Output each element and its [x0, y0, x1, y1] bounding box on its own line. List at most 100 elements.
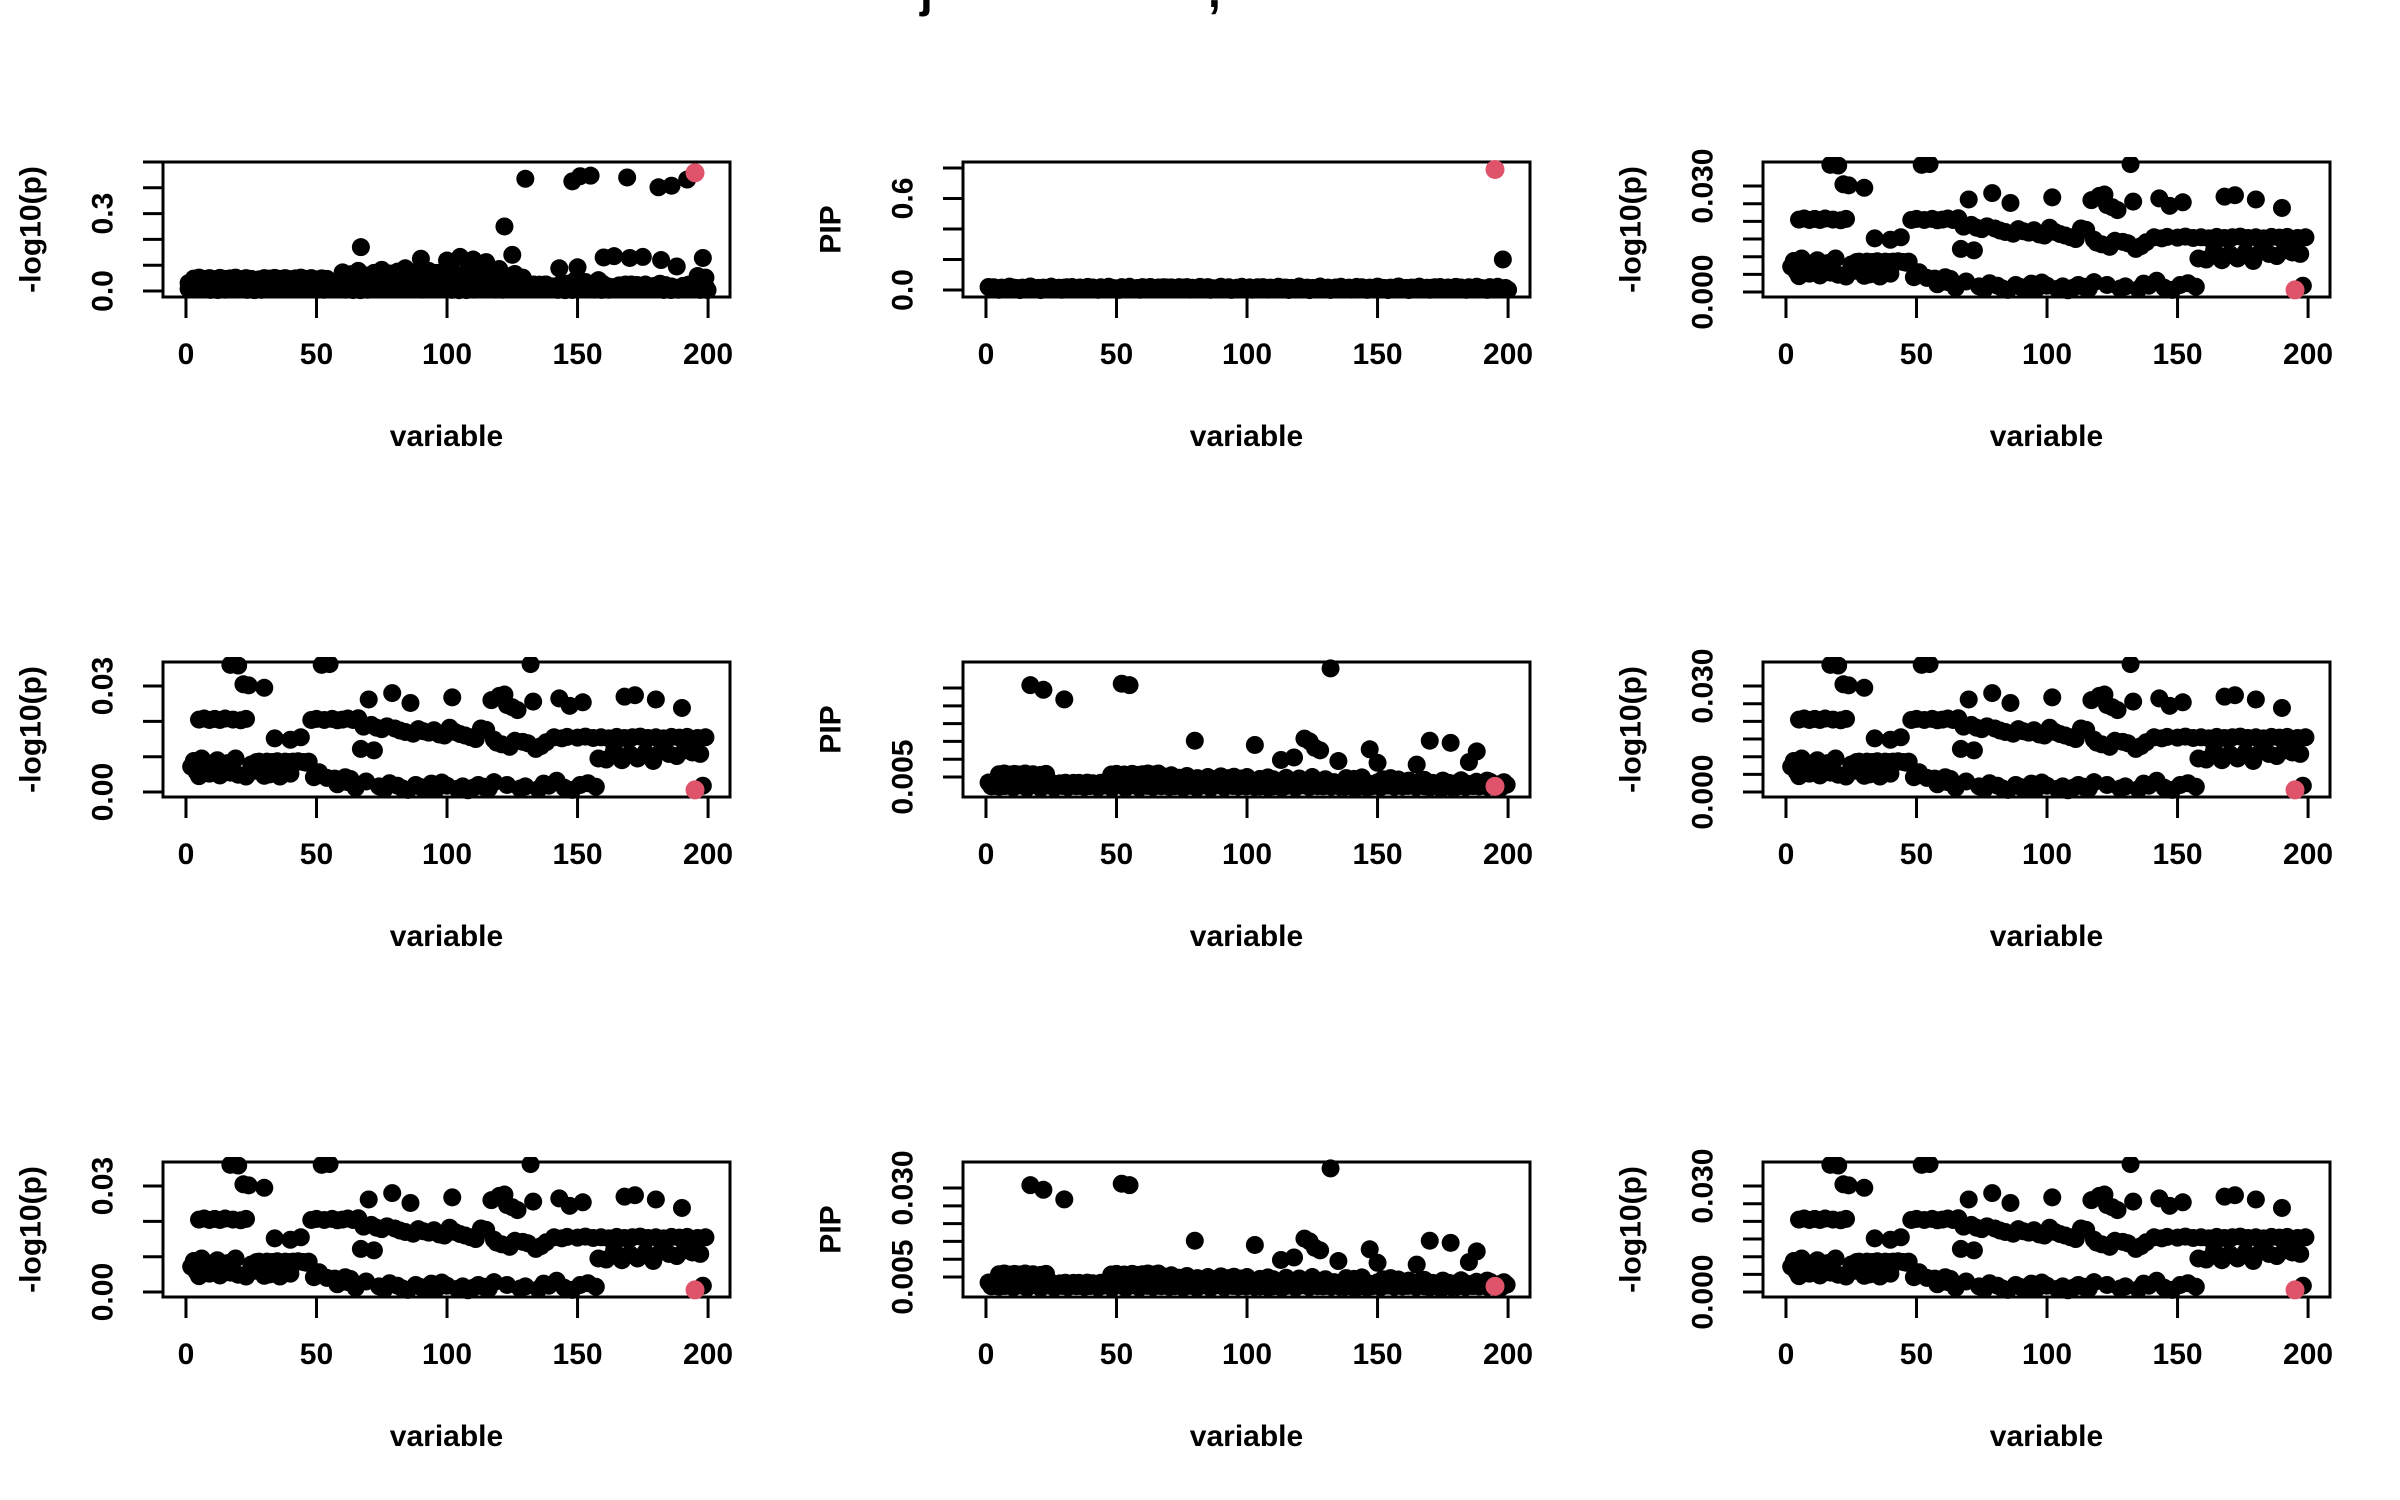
data-point — [516, 169, 535, 188]
data-point — [2246, 690, 2265, 709]
x-tick-label: 150 — [2153, 338, 2203, 371]
x-tick-label: 200 — [1483, 338, 1533, 371]
points-layer — [1782, 1157, 2315, 1300]
data-point — [265, 1229, 284, 1248]
data-point — [1839, 1176, 1858, 1195]
data-point — [237, 709, 256, 728]
y-axis-label: -log10(p) — [15, 666, 48, 793]
x-tick-label: 50 — [300, 338, 333, 371]
x-tick-label: 0 — [978, 1338, 995, 1371]
x-axis-label: variable — [1990, 920, 2103, 953]
data-point — [359, 1190, 378, 1209]
points-layer — [979, 659, 1516, 798]
x-axis-label: variable — [390, 420, 503, 453]
data-point — [1959, 690, 1978, 709]
data-point — [291, 1228, 310, 1247]
data-point — [2272, 698, 2291, 717]
data-point — [1420, 731, 1439, 750]
data-point — [2043, 1188, 2062, 1207]
data-point — [1285, 1248, 1304, 1267]
data-point — [633, 247, 652, 266]
x-tick-label: 150 — [1353, 838, 1403, 871]
data-point — [2186, 1277, 2205, 1296]
x-tick-label: 0 — [1778, 338, 1795, 371]
data-point — [2246, 190, 2265, 209]
data-point — [1034, 680, 1053, 699]
data-point — [2137, 233, 2156, 252]
data-point — [351, 739, 370, 758]
data-point — [239, 676, 258, 695]
x-tick-label: 100 — [1222, 1338, 1272, 1371]
data-point — [2043, 688, 2062, 707]
data-point — [1415, 1270, 1434, 1289]
data-point — [2296, 228, 2315, 247]
panel-r3c1-logp: 0.00 0.03 0 50 100 150 200 -log10(p) variable — [0, 1000, 800, 1500]
x-tick-label: 100 — [2022, 338, 2072, 371]
plot-r1c1: 0.0 0.3 0 50 100 150 200 -log10(p) variable — [15, 160, 733, 453]
data-point — [625, 686, 644, 705]
data-point — [1441, 733, 1460, 752]
highlight-point — [2285, 1280, 2305, 1300]
data-point — [2124, 192, 2143, 211]
y-axis-label: PIP — [815, 205, 848, 253]
data-point — [2121, 657, 2140, 674]
data-point — [443, 1188, 462, 1207]
data-point — [1920, 657, 1939, 674]
data-point — [1285, 748, 1304, 767]
y-tick-label: 0.000 — [1687, 255, 1720, 330]
data-point — [1855, 1178, 1874, 1197]
x-tick-label: 50 — [300, 838, 333, 871]
data-point — [1290, 769, 1309, 788]
data-point — [521, 1157, 540, 1174]
data-point — [537, 1233, 556, 1252]
data-point — [2186, 777, 2205, 796]
data-point — [581, 166, 600, 185]
data-point — [1420, 1231, 1439, 1250]
x-tick-label: 0 — [178, 838, 195, 871]
data-point — [255, 678, 274, 697]
data-point — [1264, 770, 1283, 789]
clipped-title: j, — [0, 0, 2400, 28]
axes: 0.0 0.3 0 50 100 150 200 -log10(p) variable — [15, 160, 733, 453]
data-point — [672, 1198, 691, 1217]
axes: 0.000 0.030 0 50 100 150 200 -log10(p) variable — [1615, 648, 2334, 953]
x-tick-label: 0 — [178, 1338, 195, 1371]
data-point — [691, 277, 710, 296]
x-tick-label: 0 — [1778, 838, 1795, 871]
title-fragment: j — [920, 0, 933, 18]
data-point — [1920, 1157, 1939, 1174]
x-tick-label: 200 — [683, 1338, 733, 1371]
data-point — [1881, 264, 1900, 283]
data-point — [383, 684, 402, 703]
points-layer — [979, 159, 1518, 300]
data-point — [610, 276, 629, 295]
x-tick-label: 50 — [1900, 338, 1933, 371]
data-point — [1826, 1249, 1845, 1268]
data-point — [1959, 1190, 1978, 1209]
data-point — [568, 258, 587, 277]
data-point — [662, 176, 681, 195]
data-point — [1839, 676, 1858, 695]
data-point — [2001, 193, 2020, 212]
title-fragment: , — [1208, 0, 1221, 18]
x-axis-label: variable — [1190, 920, 1303, 953]
points-layer — [979, 1159, 1516, 1298]
x-tick-label: 150 — [1353, 1338, 1403, 1371]
data-point — [1964, 241, 1983, 260]
data-point — [1964, 741, 1983, 760]
x-axis-label: variable — [390, 1420, 503, 1453]
data-point — [1185, 1231, 1204, 1250]
data-point — [1837, 1209, 1856, 1228]
axes: 0.005 0.030 0 50 100 150 200 PIP variable — [815, 1150, 1534, 1453]
data-point — [1360, 740, 1379, 759]
panel-r3c2-pip: 0.005 0.030 0 50 100 150 200 PIP variable — [800, 1000, 1600, 1500]
data-point — [1277, 1268, 1296, 1287]
y-tick-label: 0.0 — [87, 270, 120, 312]
x-axis-label: variable — [1990, 1420, 2103, 1453]
data-point — [2225, 686, 2244, 705]
x-tick-label: 150 — [2153, 1338, 2203, 1371]
data-point — [691, 744, 710, 763]
data-point — [586, 1277, 605, 1296]
data-point — [1055, 1190, 1074, 1209]
plot-r2c1: 0.00 0.03 0 50 100 150 200 -log10(p) variable — [15, 657, 734, 953]
